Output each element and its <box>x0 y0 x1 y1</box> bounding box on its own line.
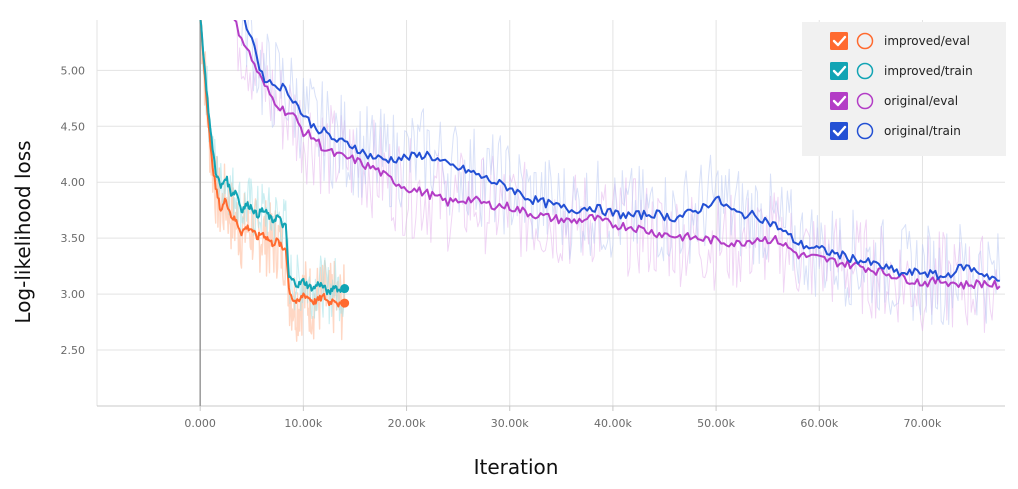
legend-checkbox[interactable] <box>830 32 848 50</box>
y-tick-label: 4.00 <box>61 176 86 189</box>
x-tick-label: 30.00k <box>491 417 529 430</box>
series-line-improved-train <box>199 20 346 296</box>
series-line-original-train <box>243 20 1000 282</box>
series-end-marker-improved-eval <box>340 298 350 308</box>
legend-checkbox[interactable] <box>830 62 848 80</box>
radio-circle-icon[interactable] <box>856 122 874 140</box>
legend-checkbox[interactable] <box>830 122 848 140</box>
legend-item-original-train[interactable]: original/train <box>830 122 961 140</box>
legend-checkbox[interactable] <box>830 92 848 110</box>
y-tick-label: 3.00 <box>61 288 86 301</box>
series-line-original-eval <box>233 20 1001 290</box>
legend-item-improved-train[interactable]: improved/train <box>830 62 973 80</box>
radio-circle-icon[interactable] <box>856 32 874 50</box>
radio-circle-icon[interactable] <box>856 92 874 110</box>
legend-item-original-eval[interactable]: original/eval <box>830 92 958 110</box>
x-axis-ticks: 0.000 10.00k 20.00k 30.00k 40.00k 50.00k 60.00… <box>184 406 942 430</box>
check-icon <box>832 95 847 107</box>
legend-label: improved/eval <box>884 34 970 48</box>
legend: improved/eval improved/train original/eval… <box>802 22 1006 156</box>
check-icon <box>832 65 847 77</box>
x-tick-label: 10.00k <box>284 417 322 430</box>
x-axis-label: Iteration <box>474 455 559 479</box>
legend-label: original/train <box>884 124 961 138</box>
y-axis-label: Log-likelihood loss <box>11 140 35 323</box>
x-tick-label: 40.00k <box>594 417 632 430</box>
x-tick-label: 60.00k <box>800 417 838 430</box>
x-tick-label: 70.00k <box>904 417 942 430</box>
legend-label: original/eval <box>884 94 958 108</box>
series-line-improved-eval <box>199 20 346 308</box>
y-tick-label: 4.50 <box>61 120 86 133</box>
x-tick-label: 20.00k <box>388 417 426 430</box>
radio-circle-icon[interactable] <box>856 62 874 80</box>
series-end-marker-improved-train <box>340 284 350 294</box>
y-axis-ticks: 2.50 3.00 3.50 4.00 4.50 5.00 <box>61 64 86 357</box>
check-icon <box>832 35 847 47</box>
series-lines <box>199 20 1001 308</box>
series-raw-improved-train <box>199 20 346 325</box>
x-tick-label: 0.000 <box>184 417 216 430</box>
legend-item-improved-eval[interactable]: improved/eval <box>830 32 970 50</box>
grid <box>96 20 1005 407</box>
y-tick-label: 2.50 <box>61 344 86 357</box>
x-tick-label: 50.00k <box>697 417 735 430</box>
check-icon <box>832 125 847 137</box>
y-tick-label: 3.50 <box>61 232 86 245</box>
legend-label: improved/train <box>884 64 973 78</box>
y-tick-label: 5.00 <box>61 64 86 77</box>
